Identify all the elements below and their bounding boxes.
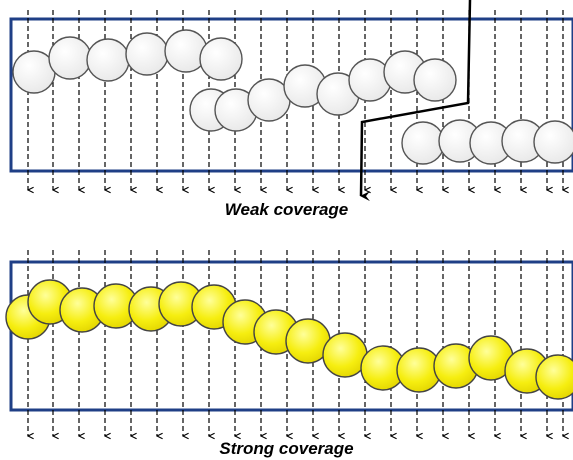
strong-panel-frame <box>9 260 573 412</box>
weak-ball <box>533 120 573 164</box>
weak-ball <box>413 58 457 102</box>
strong-coverage-panel <box>5 250 573 436</box>
weak-ball <box>48 36 92 80</box>
strong-balls <box>5 279 573 400</box>
strong-coverage-caption: Strong coverage <box>219 439 354 458</box>
weak-coverage-panel <box>9 0 573 202</box>
weak-ball <box>401 121 445 165</box>
weak-ball <box>86 38 130 82</box>
weak-ball <box>125 32 169 76</box>
weak-gap-path <box>359 0 472 202</box>
weak-coverage-caption: Weak coverage <box>224 200 349 219</box>
weak-ball <box>199 37 243 81</box>
weak-balls <box>12 29 573 165</box>
weak-panel-frame <box>9 17 573 173</box>
strong-ball <box>535 354 573 400</box>
strong-rays <box>28 250 563 436</box>
strong-ball <box>322 332 368 378</box>
